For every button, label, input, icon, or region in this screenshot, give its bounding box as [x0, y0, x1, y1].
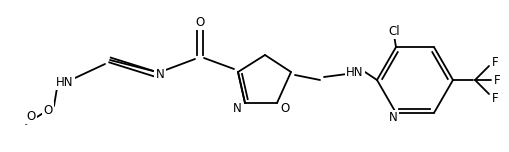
Text: O: O	[280, 102, 290, 114]
Text: F: F	[494, 74, 500, 86]
Text: O: O	[195, 16, 205, 29]
Text: HN: HN	[56, 76, 74, 88]
Text: Cl: Cl	[388, 25, 400, 38]
Text: F: F	[492, 92, 498, 105]
Text: HN: HN	[346, 66, 364, 78]
Text: F: F	[492, 55, 498, 69]
Text: O: O	[43, 104, 52, 116]
Text: N: N	[233, 102, 241, 114]
Text: O: O	[26, 109, 36, 123]
Text: N: N	[389, 111, 398, 124]
Text: N: N	[156, 69, 164, 81]
